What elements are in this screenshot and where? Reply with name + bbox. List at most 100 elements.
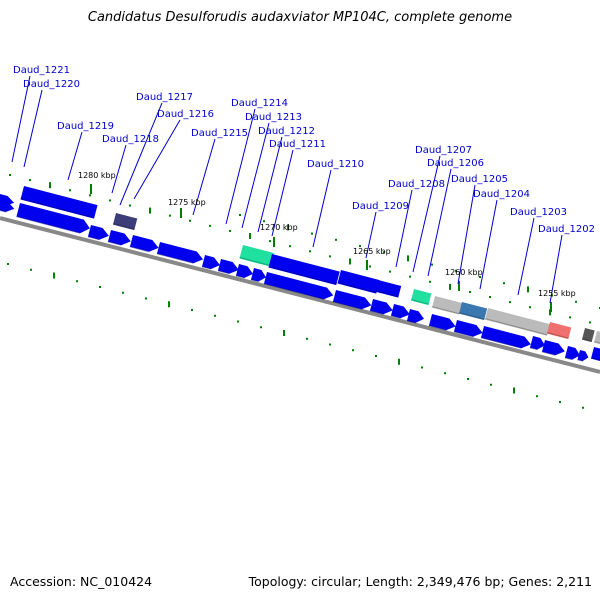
gene (0, 200, 15, 213)
gene-arrow (480, 326, 531, 349)
gene (250, 268, 267, 283)
label-leader-line (549, 234, 563, 304)
gene-arrow (0, 193, 15, 206)
label-leader-line (11, 75, 31, 163)
label-leader-line (257, 136, 283, 233)
gene-arrow (87, 225, 109, 240)
gene-bar (337, 270, 380, 294)
gene (577, 350, 589, 362)
gene (480, 326, 531, 349)
gene-arrow-shadow (87, 236, 100, 241)
gene-bar (593, 331, 600, 345)
scale-label: 1265 kbp (353, 247, 391, 256)
gene-bar (484, 308, 550, 336)
gene-label: Daud_1210 (307, 159, 364, 170)
gene-bar-shadow (411, 299, 429, 305)
gene (217, 259, 239, 275)
gene-arrow (564, 346, 581, 360)
gene-bar (458, 302, 488, 321)
position-tick-dots (7, 174, 600, 409)
gene-arrow (156, 242, 204, 264)
gene-label: Daud_1206 (427, 158, 484, 169)
gene-label: Daud_1209 (352, 201, 409, 212)
gene-arrow-shadow (406, 320, 416, 324)
gene-bar-shadow (268, 266, 337, 285)
gene-arrow (235, 264, 253, 278)
gene-arrow-shadow (332, 301, 363, 310)
gene-bar (431, 296, 463, 315)
gene-label: Daud_1219 (57, 121, 114, 132)
gene-arrow-shadow (369, 310, 384, 315)
gene-arrow-shadow (156, 253, 194, 264)
gene-arrow-shadow (129, 246, 150, 253)
gene-bar (374, 280, 402, 298)
gene (581, 328, 595, 343)
gene (529, 336, 546, 351)
gene (369, 299, 393, 315)
scale-label: 1280 kbp (78, 171, 116, 180)
label-leader-line (517, 217, 535, 296)
gene-arrow-shadow (217, 270, 230, 275)
label-leader-line (271, 149, 294, 237)
gene-bar-shadow (20, 198, 95, 219)
gene (374, 280, 402, 298)
label-leader-line (395, 189, 413, 268)
gene-bar (112, 213, 138, 231)
accession-text: Accession: NC_010424 (10, 574, 153, 589)
gene-arrow (390, 304, 410, 319)
gene-arrow (201, 255, 220, 269)
label-leader-line (241, 122, 270, 229)
gene (87, 225, 109, 241)
gene (590, 347, 600, 363)
gene-track (0, 186, 600, 363)
gene-label: Daud_1208 (388, 179, 445, 190)
gene (541, 340, 565, 356)
gene (129, 235, 159, 253)
gene (431, 296, 463, 315)
gene-arrow (428, 314, 456, 331)
gene-arrow-shadow (107, 241, 122, 246)
scale-label: 1270 kbp (260, 223, 298, 232)
gene-bar-shadow (547, 332, 569, 339)
scale-ticks (90, 184, 552, 312)
gene-label: Daud_1215 (191, 128, 248, 139)
gene (107, 230, 131, 246)
label-leader-line (133, 119, 181, 200)
backbone (0, 216, 600, 374)
gene (453, 320, 483, 338)
labels: 1280 kbp 1275 kbp 1270 kbp 1265 kbp 1260 kbp… (13, 65, 595, 298)
gene-arrow (217, 259, 239, 274)
gene-arrow-shadow (263, 283, 325, 300)
gene-label: Daud_1204 (473, 189, 530, 200)
gene (112, 213, 138, 231)
gene-bar-shadow (375, 290, 399, 298)
gene-bar (410, 289, 432, 306)
gene (390, 304, 410, 319)
gene-bar (590, 347, 600, 363)
gene-bar (268, 254, 340, 286)
gene (458, 302, 488, 321)
label-leader-line (192, 138, 216, 216)
gene-arrow (332, 290, 372, 310)
gene-arrow-shadow (390, 315, 401, 319)
gene-arrow-shadow (453, 331, 474, 338)
gene (20, 186, 98, 219)
scale-label: 1275 kbp (168, 198, 206, 207)
gene (201, 255, 220, 270)
gene-arrow (453, 320, 483, 337)
gene-label: Daud_1220 (23, 79, 80, 90)
gene (406, 309, 424, 324)
gene-bar (239, 245, 274, 267)
gene-arrow (250, 268, 267, 282)
gene (410, 289, 432, 306)
gene (263, 272, 334, 300)
gene (332, 290, 372, 310)
gene-label: Daud_1218 (102, 134, 159, 145)
gene-arrow-shadow (564, 357, 573, 361)
gene-bar-shadow (459, 312, 485, 320)
gene-arrow (369, 299, 393, 315)
gene-bar-shadow (594, 341, 600, 345)
gene-bar-shadow (337, 282, 377, 294)
gene-label: Daud_1214 (231, 98, 288, 109)
gene (564, 346, 581, 361)
